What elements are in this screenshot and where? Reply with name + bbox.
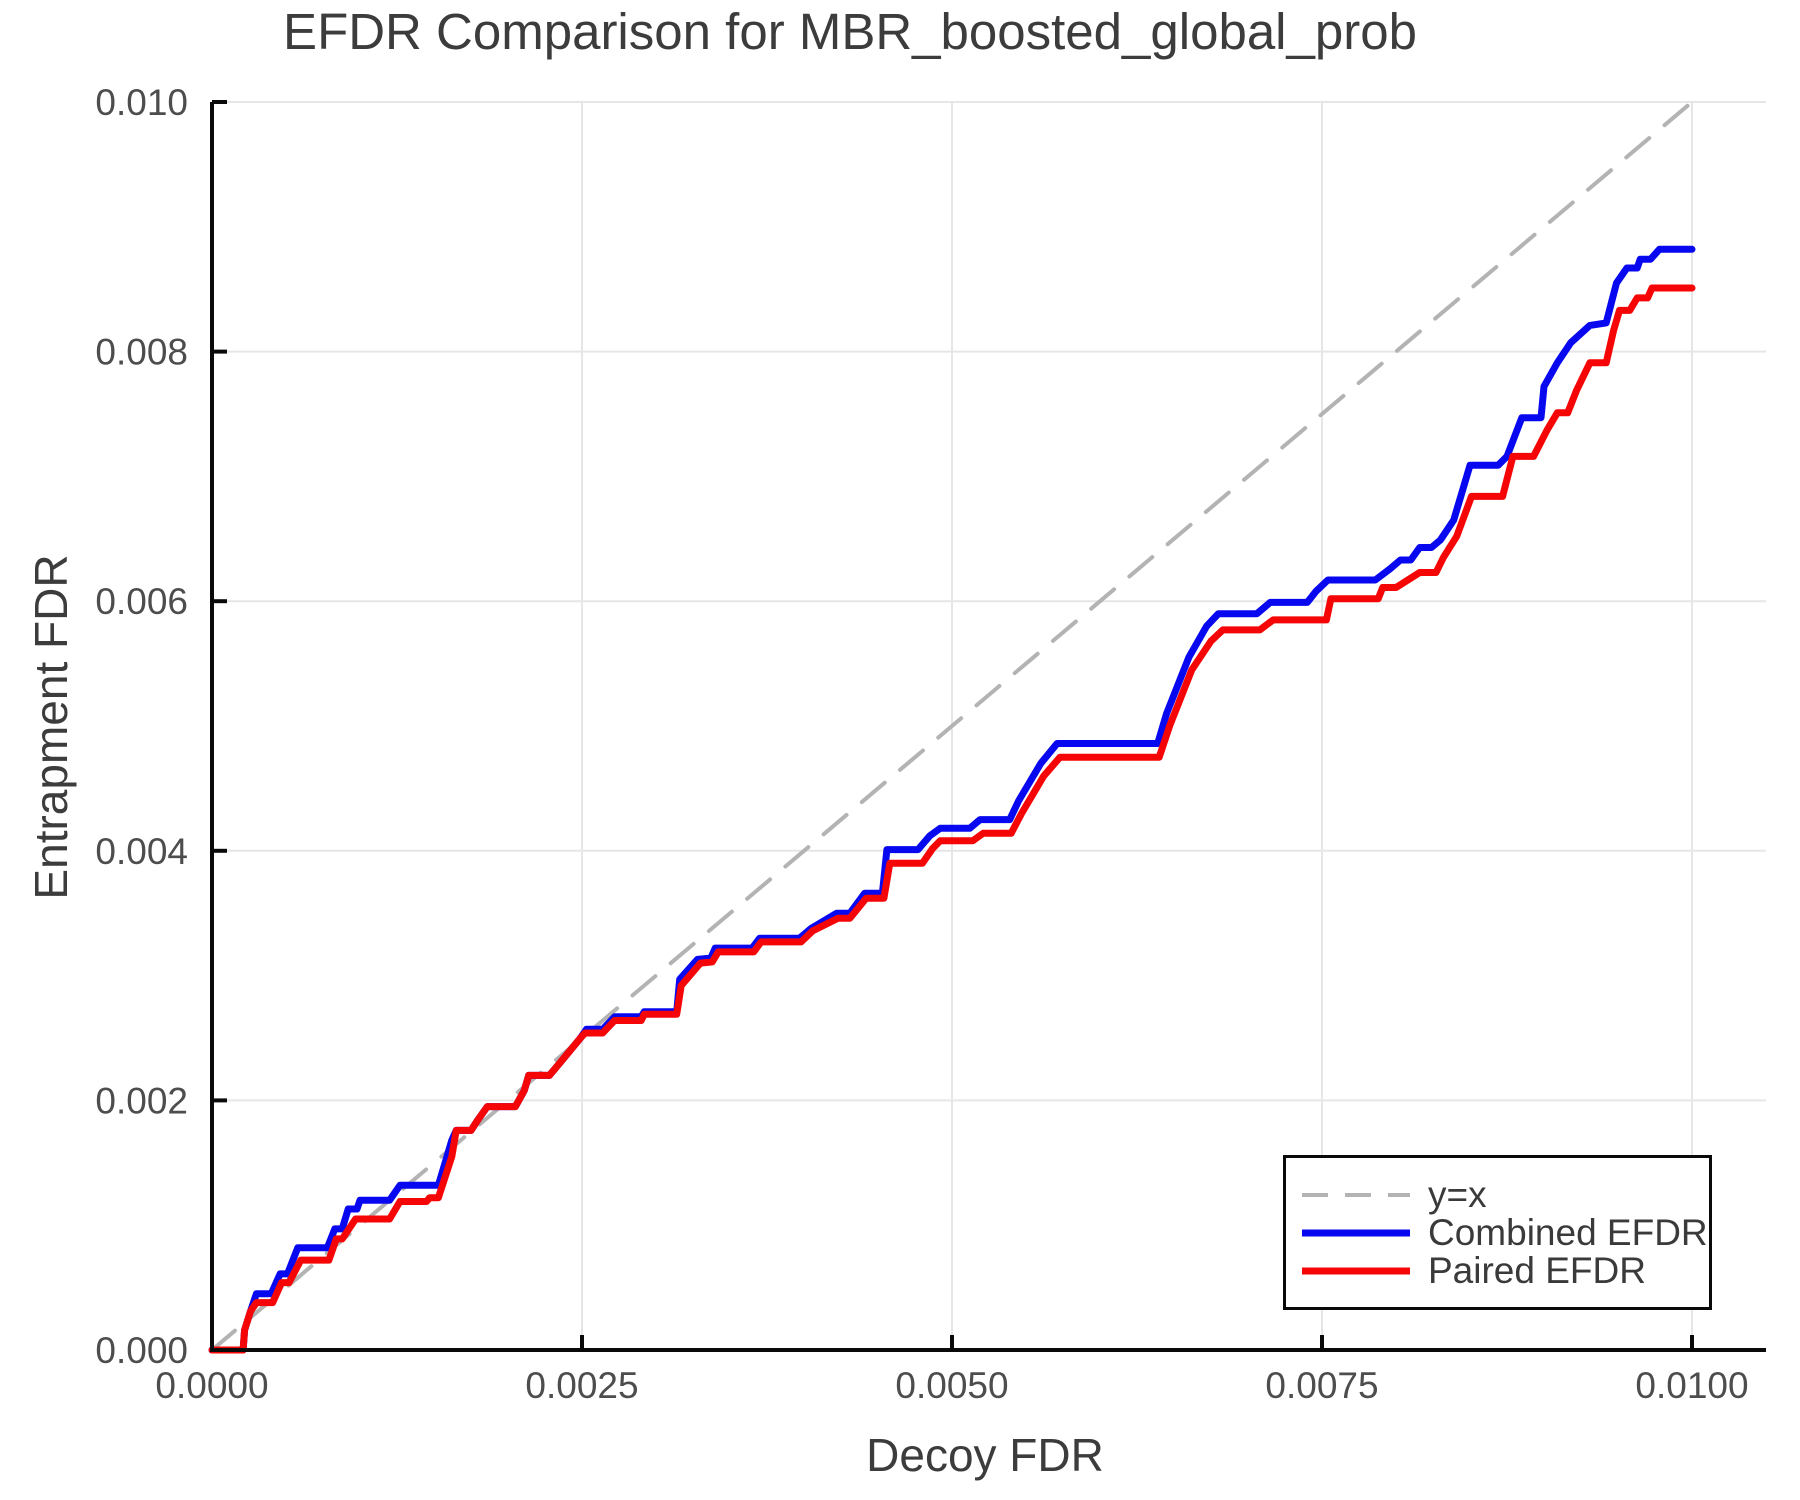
legend-label: Combined EFDR [1428, 1211, 1708, 1253]
legend-line-sample [1302, 1229, 1410, 1236]
paired-efdr-line [208, 284, 1696, 1354]
y-tick-label: 0.006 [95, 581, 188, 622]
y-x-line [210, 100, 1694, 1352]
y-tick-label: 0.004 [95, 831, 188, 872]
x-tick-label: 0.0000 [155, 1365, 268, 1406]
legend-entry-paired-efdr: Paired EFDR [1286, 1249, 1709, 1291]
legend-entry-combined-efdr: Combined EFDR [1286, 1211, 1709, 1253]
y-tick-label: 0.010 [95, 82, 188, 123]
x-tick-label: 0.0050 [895, 1365, 1008, 1406]
legend-line-sample [1302, 1192, 1410, 1197]
x-tick-label: 0.0100 [1635, 1365, 1748, 1406]
y-axis-label: Entrapment FDR [25, 554, 77, 900]
legend: y=x Combined EFDR Paired EFDR [1283, 1155, 1712, 1310]
chart-title: EFDR Comparison for MBR_boosted_global_p… [283, 3, 1417, 60]
y-tick-label: 0.008 [95, 332, 188, 373]
y-tick-label: 0.002 [95, 1080, 188, 1121]
x-tick-label: 0.0075 [1265, 1365, 1378, 1406]
legend-label: Paired EFDR [1428, 1249, 1646, 1291]
legend-label: y=x [1428, 1173, 1487, 1215]
x-tick-label: 0.0025 [525, 1365, 638, 1406]
legend-entry-y-x: y=x [1286, 1173, 1709, 1215]
legend-line-sample [1302, 1267, 1410, 1274]
x-axis-label: Decoy FDR [866, 1429, 1104, 1481]
y-tick-label: 0.000 [95, 1330, 188, 1371]
